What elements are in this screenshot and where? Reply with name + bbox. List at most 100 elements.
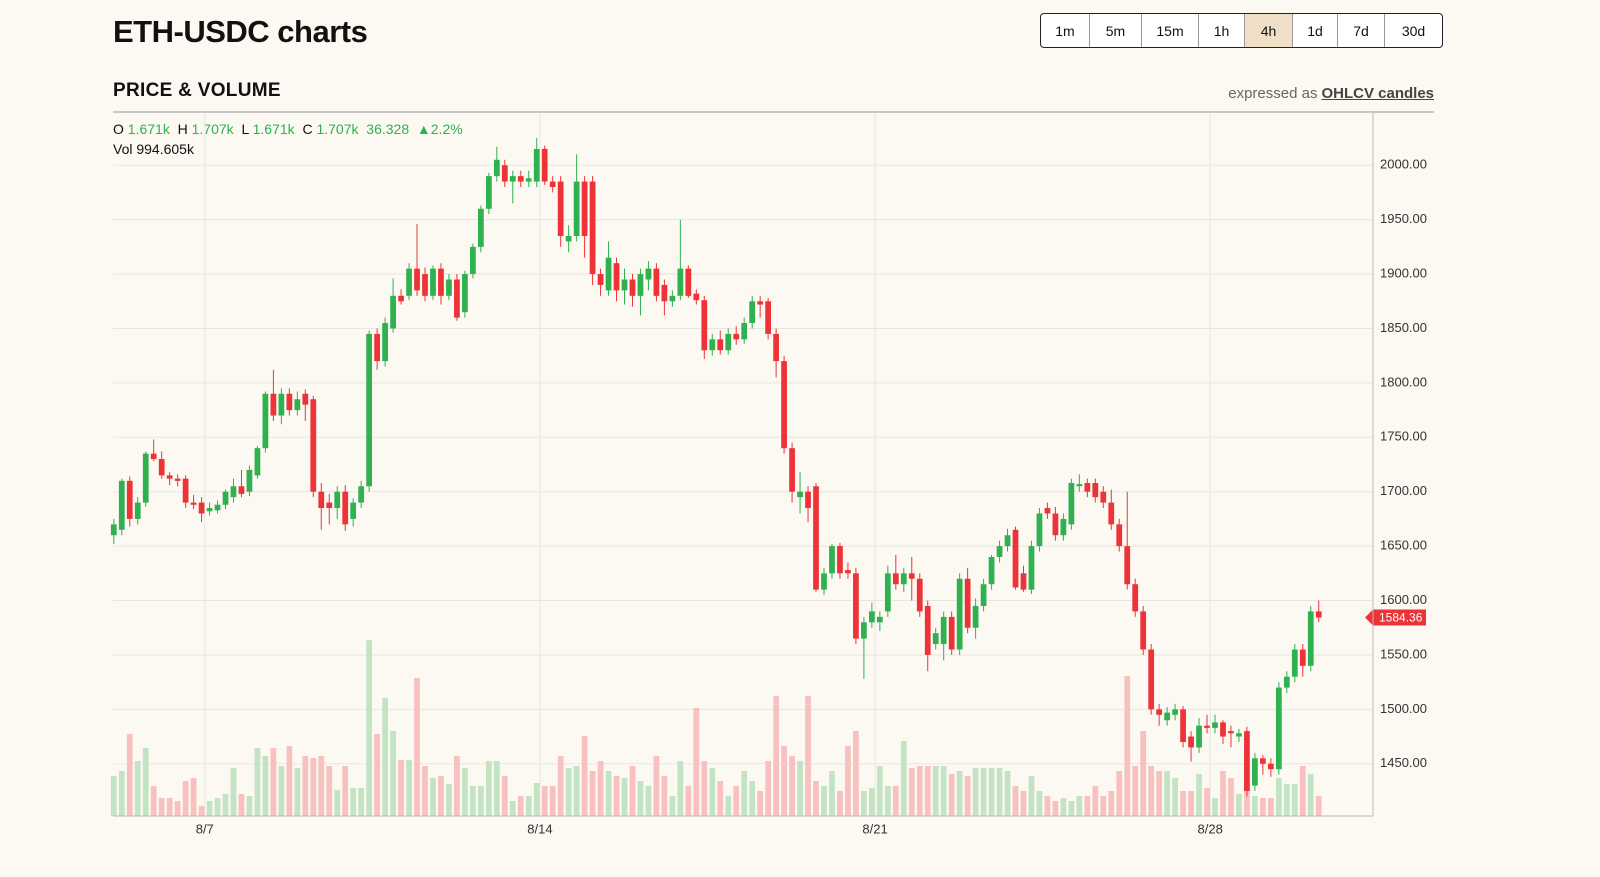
volume-bar xyxy=(1052,801,1059,816)
vol-value: 994.605k xyxy=(136,141,194,157)
vol-label: Vol xyxy=(113,141,133,157)
candle-body xyxy=(581,181,588,236)
volume-bar xyxy=(1260,798,1266,816)
candle-body xyxy=(1275,687,1282,770)
interval-button[interactable]: 1h xyxy=(1199,14,1245,47)
candle-body xyxy=(1283,676,1290,688)
candle-body xyxy=(1028,546,1035,590)
volume-bar xyxy=(509,801,516,816)
candle-body xyxy=(1291,649,1298,677)
candle-body xyxy=(493,159,500,177)
volume-bar xyxy=(573,766,580,816)
candle-body xyxy=(350,502,357,519)
volume-bar xyxy=(892,786,899,816)
volume-bar xyxy=(1315,796,1322,816)
volume-bar xyxy=(342,766,349,816)
change-pct: ▲2.2% xyxy=(416,121,463,137)
volume-bar xyxy=(861,791,867,816)
y-tick-label: 2000.00 xyxy=(1380,157,1427,172)
volume-bar xyxy=(310,758,317,816)
volume-bar xyxy=(541,786,548,816)
volume-bar xyxy=(1307,774,1314,816)
volume-bar xyxy=(709,768,716,816)
volume-bar xyxy=(438,776,444,816)
candle-body xyxy=(1204,725,1210,728)
volume-bar xyxy=(1180,791,1186,816)
volume-bar xyxy=(701,761,708,816)
candle-body xyxy=(414,268,420,291)
interval-button[interactable]: 7d xyxy=(1338,14,1385,47)
volume-bar xyxy=(406,760,412,816)
volume-bar xyxy=(374,734,381,816)
volume-bar xyxy=(1252,796,1258,816)
volume-bar xyxy=(525,796,532,816)
volume-bar xyxy=(589,771,596,816)
candle-body xyxy=(406,268,412,296)
y-tick-label: 1700.00 xyxy=(1380,483,1427,498)
candle-body xyxy=(765,301,772,334)
candle-body xyxy=(789,448,795,492)
volume-bar xyxy=(813,781,819,816)
candle-body xyxy=(669,295,676,302)
candle-body xyxy=(853,573,859,639)
volume-bar xyxy=(1283,784,1290,816)
candle-body xyxy=(286,393,293,411)
candle-body xyxy=(1196,725,1202,748)
candle-body xyxy=(749,301,756,324)
volume-bar xyxy=(717,781,724,816)
volume-bar xyxy=(1236,794,1242,816)
candle-body xyxy=(1164,712,1170,721)
volume-bar xyxy=(166,798,173,816)
volume-bar xyxy=(454,756,460,816)
volume-bar xyxy=(1116,771,1123,816)
interval-button[interactable]: 1m xyxy=(1041,14,1090,47)
volume-bar xyxy=(238,794,245,816)
candle-body xyxy=(876,616,883,623)
candle-body xyxy=(980,584,987,606)
interval-button[interactable]: 1d xyxy=(1293,14,1338,47)
candle-body xyxy=(517,176,524,182)
candle-body xyxy=(126,480,133,519)
volume-bar xyxy=(142,748,149,816)
format-link[interactable]: OHLCV candles xyxy=(1321,85,1434,102)
volume-bar xyxy=(1140,731,1147,816)
volume-bar xyxy=(613,776,620,816)
volume-bar xyxy=(422,766,428,816)
volume-bar xyxy=(597,761,604,816)
candle-body xyxy=(677,268,684,296)
volume-bar xyxy=(262,756,269,816)
volume-bar xyxy=(940,766,947,816)
candle-body xyxy=(366,333,373,487)
candle-body xyxy=(302,393,309,405)
volume-bar xyxy=(693,708,700,816)
interval-button[interactable]: 15m xyxy=(1142,14,1199,47)
candle-body xyxy=(605,257,612,291)
volume-bar xyxy=(685,786,692,816)
volume-bar xyxy=(246,796,253,816)
candle-body xyxy=(1004,535,1011,547)
volume-bar xyxy=(797,761,803,816)
candle-body xyxy=(892,573,899,585)
volume-bar xyxy=(821,786,827,816)
volume-bar xyxy=(908,768,915,816)
volume-bar xyxy=(581,736,588,816)
interval-button[interactable]: 5m xyxy=(1090,14,1142,47)
volume-bar xyxy=(956,771,963,816)
change: 36.328 xyxy=(366,121,410,137)
candle-body xyxy=(597,274,604,285)
candle-body xyxy=(1244,731,1250,791)
candle-body xyxy=(430,268,436,296)
volume-bar xyxy=(390,731,396,816)
candle-body xyxy=(717,339,724,351)
candle-body xyxy=(1132,584,1139,612)
candle-body xyxy=(166,475,173,479)
volume-bar xyxy=(805,696,811,816)
interval-button[interactable]: 30d xyxy=(1401,22,1426,39)
l-label: L xyxy=(241,121,249,137)
o-value: 1.671k xyxy=(127,121,170,137)
candle-body xyxy=(1220,722,1226,737)
candle-body xyxy=(470,246,476,275)
interval-button[interactable]: 4h xyxy=(1245,14,1293,47)
candle-body xyxy=(709,339,716,351)
